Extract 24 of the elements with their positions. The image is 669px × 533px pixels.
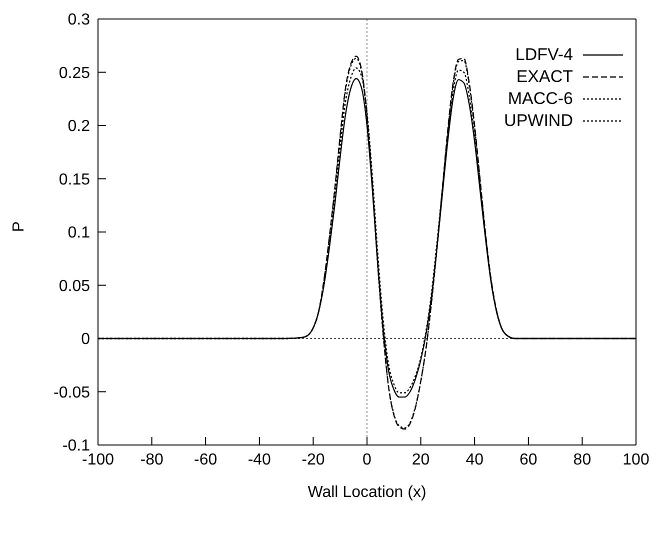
- x-axis-title: Wall Location (x): [308, 484, 426, 501]
- x-tick-label: 60: [520, 451, 538, 468]
- legend-label: LDFV-4: [515, 44, 573, 66]
- x-tick-label: 100: [622, 451, 650, 468]
- x-tick-label: 20: [412, 451, 430, 468]
- y-tick-label: 0.05: [58, 278, 90, 295]
- x-tick-label: -40: [248, 451, 272, 468]
- y-tick-label: 0.15: [58, 171, 90, 188]
- y-tick-label: 0.3: [68, 12, 90, 29]
- legend-label: UPWIND: [504, 110, 573, 132]
- x-tick-label: 40: [466, 451, 484, 468]
- x-tick-label: -60: [194, 451, 218, 468]
- legend-label: MACC-6: [508, 88, 573, 110]
- y-axis-title: P: [10, 221, 28, 232]
- x-tick-label: -80: [140, 451, 164, 468]
- y-tick-label: -0.05: [54, 384, 90, 402]
- y-tick-label: 0.1: [68, 224, 90, 242]
- legend-label: EXACT: [516, 66, 573, 88]
- y-tick-label: 0.25: [58, 64, 90, 82]
- y-tick-label: 0.2: [68, 118, 90, 136]
- x-tick-label: 0: [362, 451, 372, 468]
- x-tick-label: -20: [302, 451, 325, 468]
- x-tick-label: 80: [573, 451, 592, 468]
- y-tick-label: 0: [81, 331, 90, 348]
